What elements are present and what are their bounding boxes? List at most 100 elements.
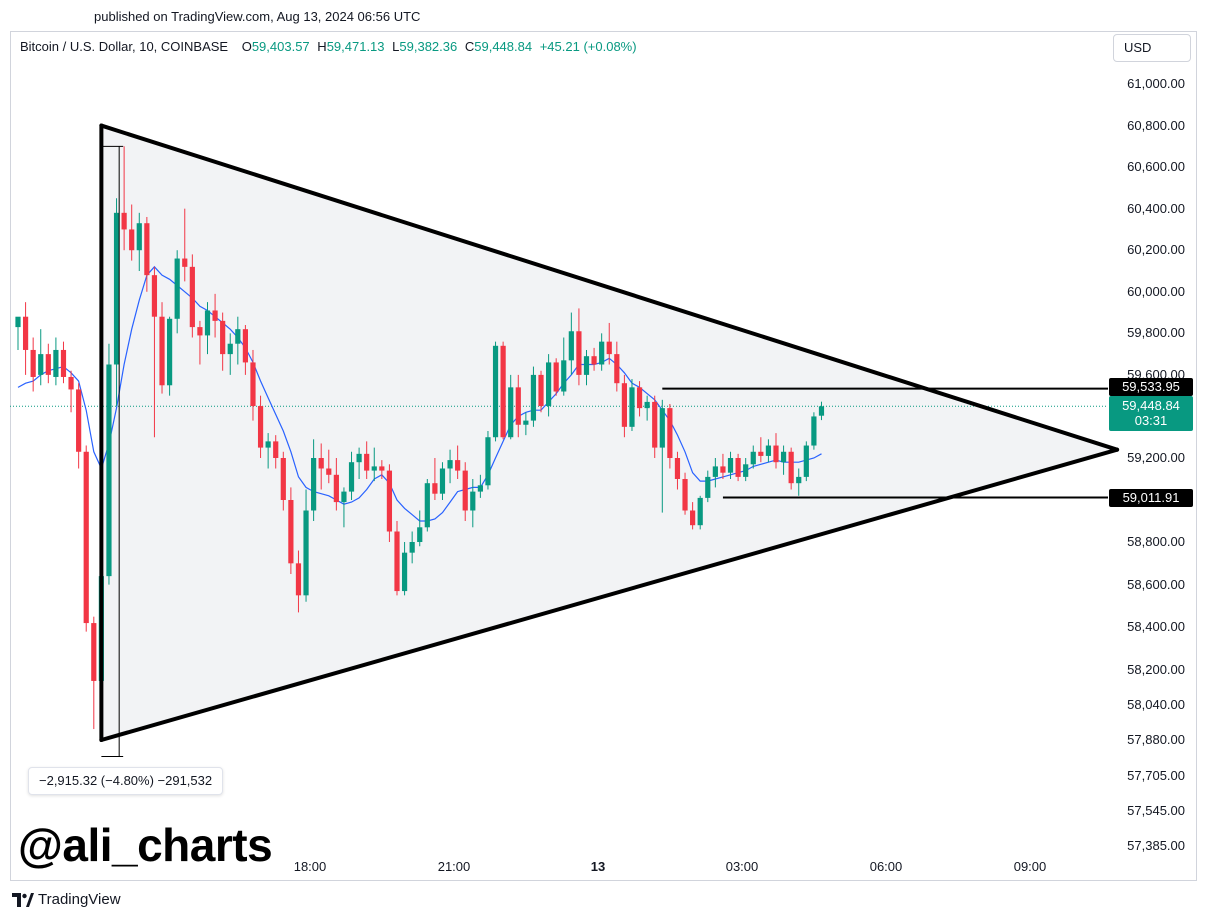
price-tick-label: 60,600.00	[1127, 159, 1185, 175]
candle-body	[68, 376, 74, 390]
candle-body	[636, 387, 643, 409]
candle-body	[53, 349, 59, 377]
candle-body	[424, 483, 430, 528]
candle-body	[257, 406, 264, 448]
candle-body	[341, 491, 347, 503]
price-tick-label: 59,800.00	[1127, 325, 1185, 341]
candle-body	[356, 453, 362, 463]
candle-body	[735, 458, 741, 477]
candle-body	[280, 458, 286, 500]
candle-body	[15, 316, 21, 328]
candle-body	[773, 445, 779, 463]
candle-body	[91, 623, 97, 681]
price-tick-label: 58,200.00	[1127, 662, 1185, 677]
candle-body	[818, 406, 825, 416]
tradingview-brand[interactable]: TradingView	[12, 891, 121, 908]
candle-body	[295, 563, 302, 596]
candle-body	[682, 479, 688, 511]
price-tick-label: 60,200.00	[1127, 242, 1185, 258]
candle-body	[591, 356, 597, 365]
currency-button[interactable]: USD	[1113, 34, 1191, 62]
resistance-price-label: 59,533.95	[1109, 378, 1193, 396]
candle-body	[417, 527, 423, 542]
candle-body	[364, 453, 370, 471]
candle-body	[212, 310, 218, 321]
measure-tooltip: −2,915.32 (−4.80%) −291,532	[28, 767, 224, 795]
candle-body	[250, 362, 256, 407]
candle-body	[151, 275, 158, 317]
candle-body	[288, 500, 294, 564]
candle-body	[45, 354, 51, 375]
tradingview-logo-icon	[12, 892, 34, 907]
time-tick-label: 03:00	[725, 859, 759, 874]
candle-body	[621, 383, 627, 427]
candle-body	[500, 345, 506, 438]
candle-body	[485, 437, 491, 486]
candle-body	[159, 316, 165, 386]
support-price-label: 59,011.91	[1109, 489, 1193, 507]
price-tick-label: 60,800.00	[1127, 117, 1185, 133]
candle-body	[409, 542, 415, 553]
candle-body	[568, 331, 574, 361]
chart-frame	[10, 31, 1197, 881]
candle-body	[439, 468, 446, 494]
candle-body	[22, 316, 29, 350]
low-key: L	[392, 39, 400, 54]
candle-body	[348, 462, 355, 492]
candle-body	[690, 510, 696, 526]
candle-body	[606, 341, 612, 355]
price-tick-label: 61,000.00	[1127, 76, 1185, 91]
candle-body	[318, 458, 324, 469]
candle-body	[136, 223, 142, 251]
candle-body	[599, 341, 605, 365]
candle-body	[371, 466, 377, 471]
candle-body	[720, 466, 726, 473]
change-value: +45.21 (+0.08%)	[539, 39, 637, 54]
candle-body	[765, 445, 772, 456]
candle-body	[129, 229, 135, 251]
symbol-name[interactable]: Bitcoin / U.S. Dollar, 10, COINBASE	[20, 39, 229, 54]
candle-body	[182, 258, 188, 267]
price-tick-label: 58,400.00	[1127, 619, 1185, 635]
time-tick-label: 21:00	[437, 859, 471, 874]
symbol-legend: Bitcoin / U.S. Dollar, 10, COINBASE O59,…	[20, 39, 637, 54]
candle-body	[796, 476, 802, 484]
candle-body	[76, 389, 82, 452]
high-key: H	[317, 39, 327, 54]
candle-body	[583, 356, 590, 375]
candle-body	[492, 345, 499, 438]
candle-body	[394, 531, 400, 592]
candle-body	[477, 485, 483, 492]
candle-body	[652, 401, 658, 448]
candle-body	[553, 362, 559, 392]
candle-body	[174, 258, 180, 319]
candle-body	[462, 470, 468, 511]
candle-body	[326, 468, 332, 475]
price-tick-label: 58,040.00	[1127, 697, 1185, 712]
candle-body	[705, 476, 711, 498]
candle-body	[197, 327, 203, 336]
candle-body	[659, 408, 665, 448]
current-price-label: 59,448.84 03:31	[1109, 396, 1193, 431]
high-value: 59,471.13	[326, 39, 385, 54]
candle-body	[561, 360, 567, 392]
watermark-handle: @ali_charts	[18, 819, 273, 871]
candle-body	[667, 408, 673, 458]
published-caption: published on TradingView.com, Aug 13, 20…	[94, 9, 421, 24]
candle-body	[674, 458, 681, 479]
candle-body	[750, 451, 756, 465]
time-tick-label: 06:00	[869, 859, 903, 874]
candle-body	[235, 329, 241, 344]
candle-body	[311, 458, 317, 511]
candle-body	[113, 212, 120, 365]
price-tick-label: 60,400.00	[1127, 200, 1185, 216]
candle-body	[83, 451, 89, 624]
candle-body	[743, 464, 749, 477]
candle-body	[265, 441, 271, 448]
price-tick-label: 60,000.00	[1127, 283, 1185, 299]
candle-body	[788, 451, 794, 484]
price-tick-label: 58,800.00	[1127, 534, 1185, 549]
price-tick-label: 58,600.00	[1127, 576, 1185, 592]
candle-body	[220, 320, 226, 355]
